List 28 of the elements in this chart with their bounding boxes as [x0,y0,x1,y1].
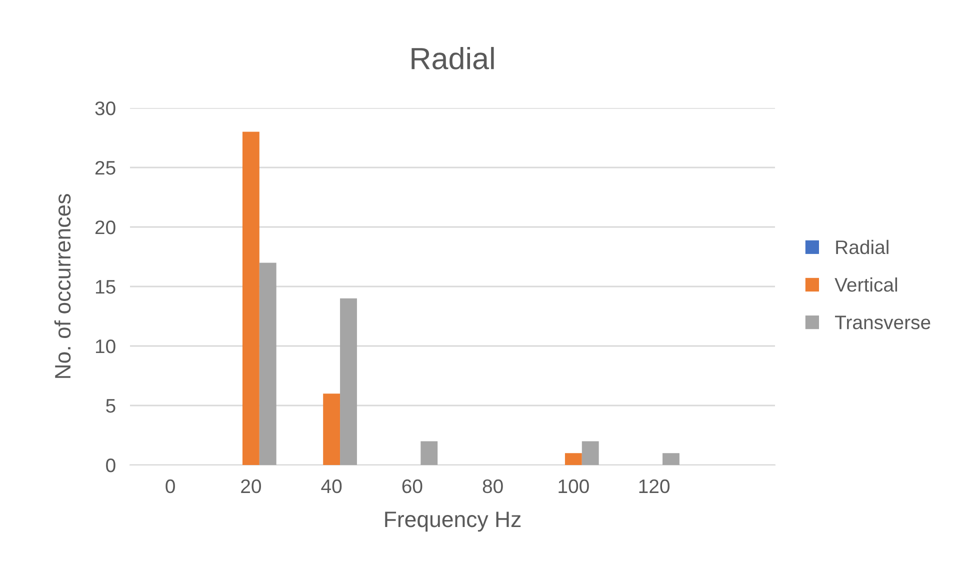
y-tick-label: 5 [106,399,116,413]
bar [662,453,680,465]
y-tick-label: 30 [95,101,116,116]
bar [420,441,438,465]
y-axis-title: No. of occurrences [54,194,71,378]
bar [340,298,357,465]
x-tick-label: 100 [558,479,589,494]
bar [564,453,582,465]
x-tick-label: 40 [321,479,342,494]
legend-label: Vertical [834,277,898,292]
y-tick-label: 20 [95,220,116,234]
y-tick-label: 25 [95,160,116,175]
bar [242,132,260,465]
y-tick-label: 10 [96,339,116,354]
chart-title: Radial [412,46,494,70]
x-tick-label: 20 [241,479,261,494]
legend-label: Transverse [835,316,930,330]
bar [582,441,599,465]
y-tick-label: 15 [96,280,116,294]
bar [323,394,340,465]
bar [259,262,276,465]
x-tick-label: 60 [402,479,422,494]
x-tick-label: 120 [639,479,670,494]
legend-label: Radial [836,240,888,254]
y-tick-label: 0 [106,458,116,472]
x-axis-title: Frequency Hz [385,512,521,532]
x-tick-label: 80 [482,479,503,494]
x-tick-label: 0 [166,479,175,494]
